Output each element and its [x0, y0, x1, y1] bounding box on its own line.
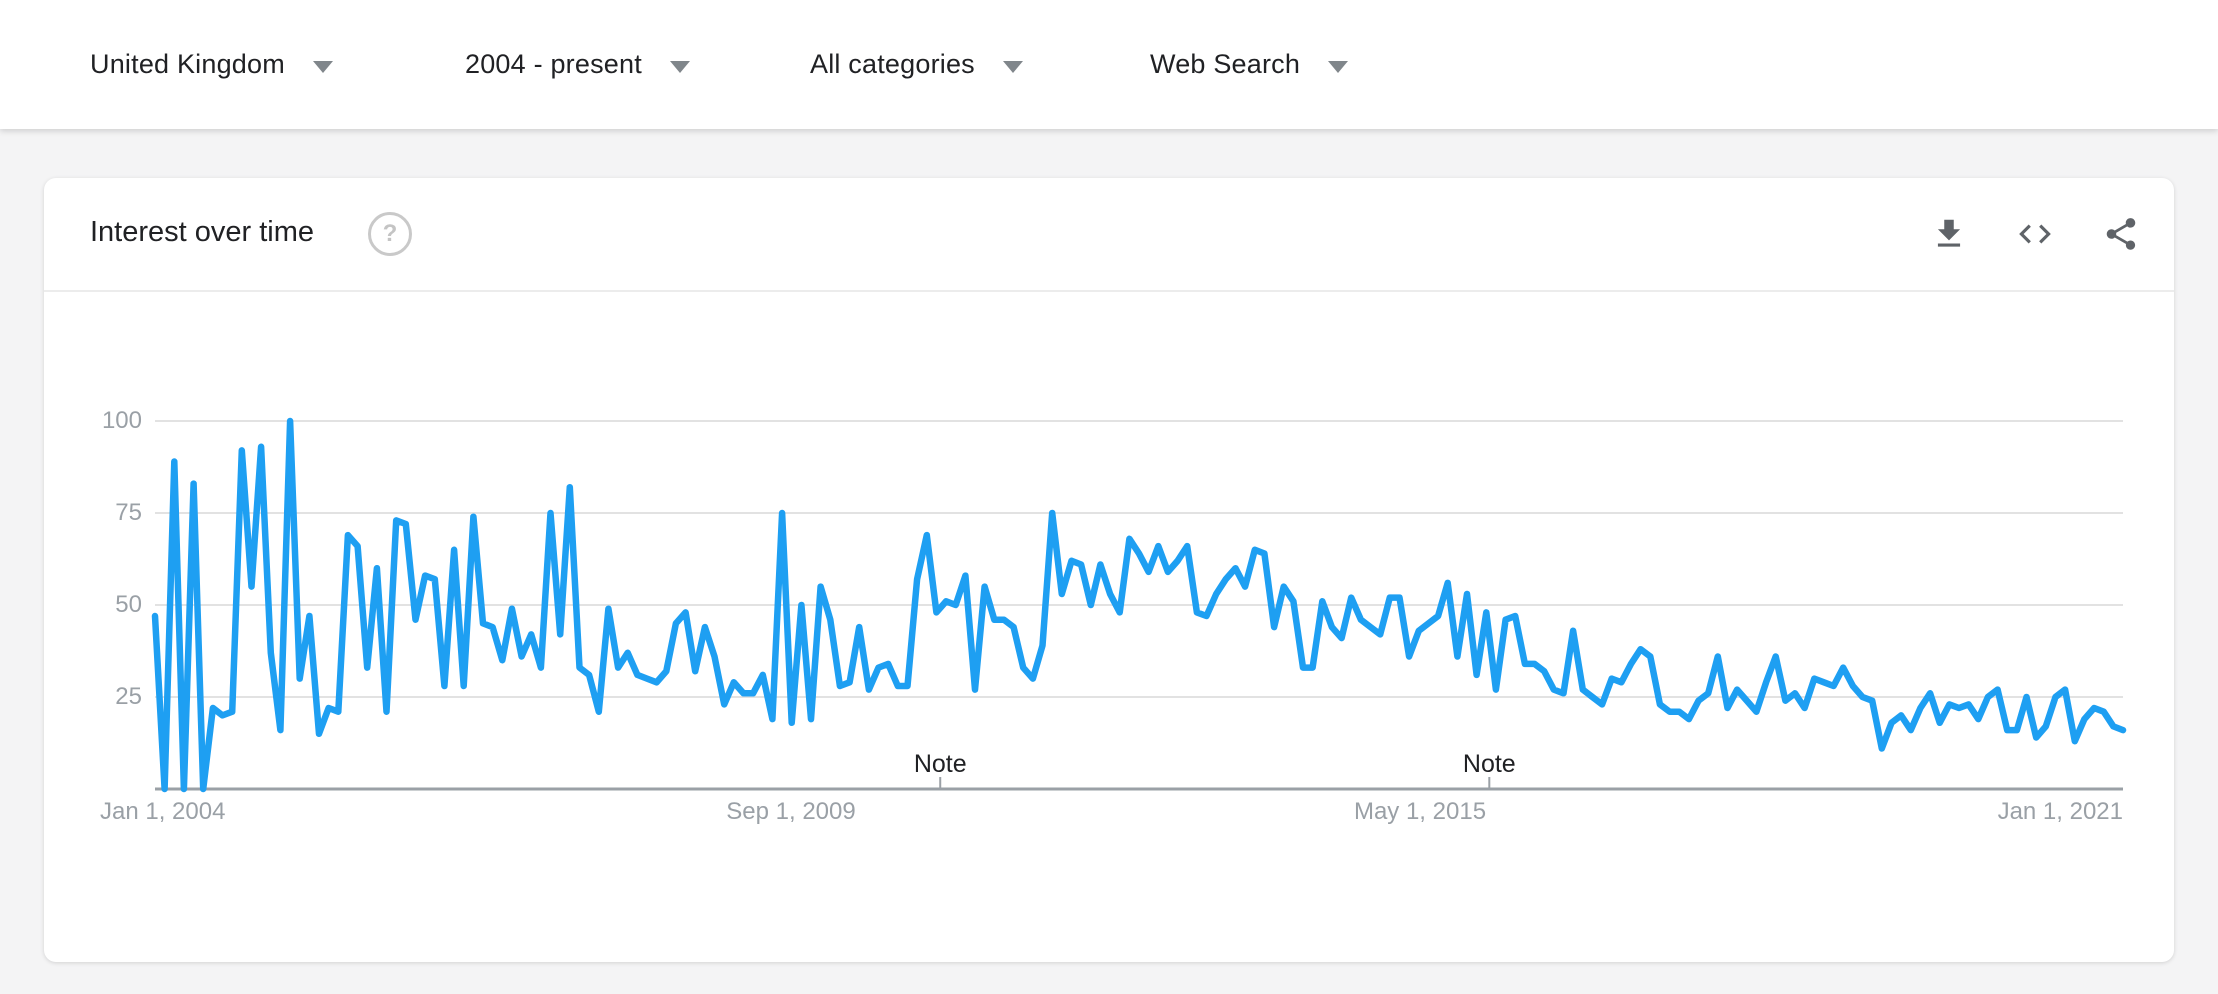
- download-button[interactable]: [1930, 215, 1968, 253]
- share-button[interactable]: [2102, 215, 2140, 253]
- filters-bar: United Kingdom 2004 - present All catego…: [0, 0, 2218, 129]
- chevron-down-icon: [669, 60, 690, 73]
- chart-area[interactable]: 100 75 50 25 Jan 1, 2004 Sep 1, 2009 May…: [44, 292, 2174, 962]
- embed-button[interactable]: [2016, 215, 2054, 253]
- interest-over-time-card: Interest over time ?: [44, 178, 2174, 962]
- x-tick-jan-2021: Jan 1, 2021: [1997, 798, 2123, 825]
- filter-category-label: All categories: [810, 49, 975, 79]
- chevron-down-icon: [1328, 60, 1349, 73]
- note-annotation[interactable]: Note: [1462, 750, 1516, 778]
- filter-searchtype-label: Web Search: [1150, 49, 1301, 79]
- card-actions: [1930, 178, 2140, 290]
- share-icon: [2106, 218, 2136, 250]
- card-title: Interest over time: [90, 216, 315, 248]
- x-tick-jan-2004: Jan 1, 2004: [100, 798, 226, 825]
- filter-timerange-label: 2004 - present: [465, 49, 642, 79]
- note-annotation[interactable]: Note: [913, 750, 967, 778]
- filter-region-label: United Kingdom: [90, 49, 285, 79]
- y-tick-25: 25: [115, 683, 142, 710]
- chart-svg: [151, 417, 2127, 793]
- download-icon: [1937, 219, 1961, 247]
- x-tick-sep-2009: Sep 1, 2009: [726, 798, 856, 825]
- filter-category-dropdown[interactable]: All categories: [810, 0, 1023, 129]
- y-tick-100: 100: [101, 407, 142, 434]
- card-header: Interest over time ?: [44, 178, 2174, 290]
- chevron-down-icon: [312, 60, 333, 73]
- note-ticks: [939, 777, 1491, 788]
- y-tick-75: 75: [115, 499, 142, 526]
- chevron-down-icon: [1002, 60, 1023, 73]
- trend-line[interactable]: [151, 417, 2127, 793]
- x-tick-may-2015: May 1, 2015: [1353, 798, 1487, 825]
- header-divider: [44, 290, 2174, 292]
- help-icon[interactable]: ?: [368, 212, 412, 256]
- y-tick-50: 50: [115, 591, 142, 618]
- help-glyph: ?: [382, 220, 398, 247]
- filter-region-dropdown[interactable]: United Kingdom: [90, 0, 333, 129]
- filter-searchtype-dropdown[interactable]: Web Search: [1150, 0, 1349, 129]
- filter-timerange-dropdown[interactable]: 2004 - present: [465, 0, 690, 129]
- embed-code-icon: [2019, 224, 2051, 244]
